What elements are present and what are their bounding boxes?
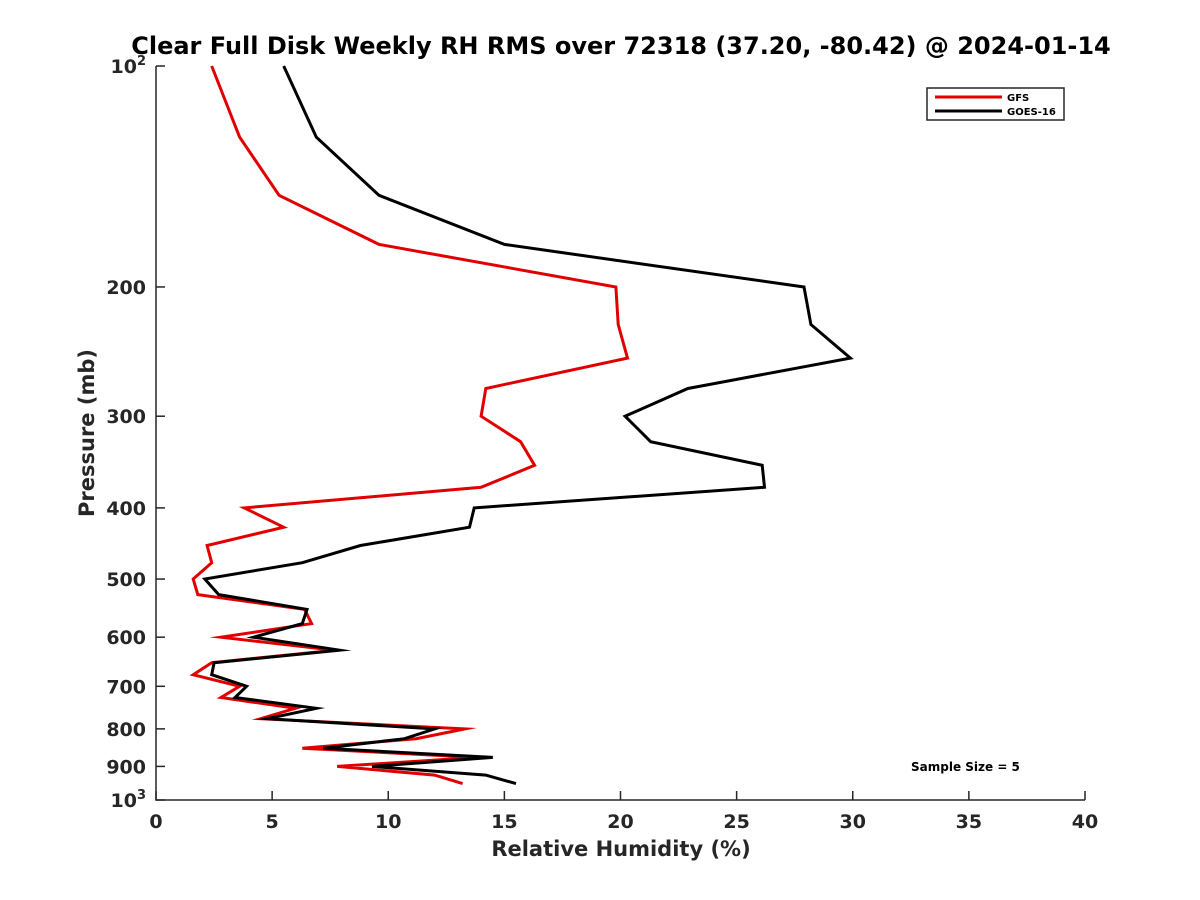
x-tick-label: 10	[375, 811, 401, 833]
x-tick-label: 20	[607, 811, 633, 833]
y-tick-exponent: 2	[137, 54, 146, 69]
chart-title: Clear Full Disk Weekly RH RMS over 72318…	[131, 32, 1111, 60]
x-tick-label: 15	[491, 811, 517, 833]
y-tick-label: 200	[106, 277, 146, 299]
x-tick-label: 30	[840, 811, 866, 833]
legend-label: GOES-16	[1007, 107, 1056, 118]
plot-area: 0 5 10 15 20 25 30 35 40102200300400500600700800…	[106, 54, 1098, 833]
legend-box	[926, 87, 1065, 121]
y-tick-label: 800	[106, 719, 146, 741]
y-axis-label: Pressure (mb)	[75, 349, 99, 517]
x-tick-label: 0	[149, 811, 162, 833]
x-tick-label: 40	[1072, 811, 1098, 833]
x-tick-label: 5	[266, 811, 279, 833]
y-tick-label: 300	[106, 406, 146, 428]
legend-label: GFS	[1007, 93, 1029, 104]
y-tick-exponent: 3	[137, 788, 146, 803]
x-tick-label: 25	[723, 811, 749, 833]
series-line-gfs	[189, 65, 630, 786]
y-tick-label: 600	[106, 627, 146, 649]
y-tick-label: 700	[106, 676, 146, 698]
y-tick-label: 400	[106, 498, 146, 520]
x-axis-label: Relative Humidity (%)	[491, 837, 750, 861]
y-tick-label: 900	[106, 756, 146, 778]
sample-size-annotation: Sample Size = 5	[911, 760, 1020, 774]
y-tick-label: 500	[106, 569, 146, 591]
series-line-goes-16	[201, 65, 854, 786]
x-tick-label: 35	[956, 811, 982, 833]
